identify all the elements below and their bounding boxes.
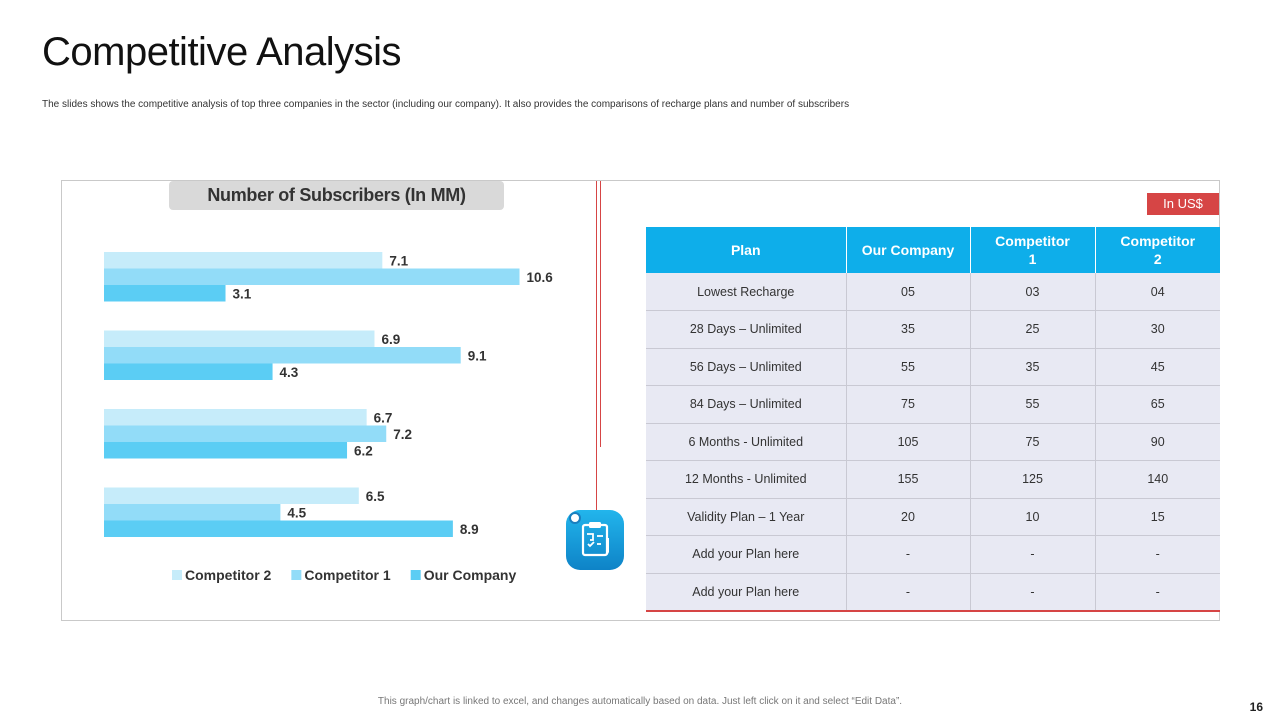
- data-label: 3.1: [233, 286, 252, 301]
- page-subtitle: The slides shows the competitive analysi…: [42, 99, 850, 110]
- legend-label: Our Company: [424, 567, 517, 583]
- price-cell: 55: [970, 385, 1096, 424]
- price-cell: 65: [1095, 385, 1220, 424]
- bar-our-company[interactable]: [104, 363, 273, 381]
- plan-name-cell: Lowest Recharge: [646, 273, 847, 311]
- data-label: 7.1: [389, 253, 408, 268]
- bar-competitor-1[interactable]: [104, 268, 520, 286]
- plan-name-cell: 56 Days – Unlimited: [646, 348, 847, 386]
- data-label: 4.3: [280, 365, 299, 380]
- price-cell: 35: [970, 348, 1096, 386]
- price-cell: 90: [1095, 423, 1220, 461]
- page-title: Competitive Analysis: [42, 30, 402, 74]
- plan-name-cell: 12 Months - Unlimited: [646, 460, 847, 499]
- price-cell: 75: [846, 385, 971, 424]
- plan-name-cell: 6 Months - Unlimited: [646, 423, 847, 461]
- plan-name-cell: 84 Days – Unlimited: [646, 385, 847, 424]
- table-row: 84 Days – Unlimited 75 55 65: [646, 385, 1220, 424]
- price-cell: 05: [846, 273, 971, 311]
- data-label: 6.9: [381, 332, 400, 347]
- table-header-row: Plan Our Company Competitor 1 Competitor 2: [646, 227, 1220, 273]
- table-row: 6 Months - Unlimited 105 75 90: [646, 423, 1220, 461]
- price-cell: -: [1095, 535, 1220, 574]
- bar-competitor-2[interactable]: [104, 252, 383, 269]
- price-cell: 155: [846, 460, 971, 499]
- divider-line: [596, 181, 597, 511]
- price-cell: 04: [1095, 273, 1220, 311]
- bar-competitor-2[interactable]: [104, 487, 359, 505]
- price-cell: 15: [1095, 498, 1220, 536]
- table-row: 56 Days – Unlimited 55 35 45: [646, 348, 1220, 386]
- price-cell: 20: [846, 498, 971, 536]
- price-cell: 45: [1095, 348, 1220, 386]
- table-header-cell: Competitor 1: [970, 227, 1096, 273]
- bar-competitor-2[interactable]: [104, 330, 375, 348]
- icon-connector-dot: [569, 512, 581, 524]
- price-cell: -: [1095, 573, 1220, 612]
- legend-label: Competitor 1: [304, 567, 391, 583]
- recharge-plans-table: Plan Our Company Competitor 1 Competitor 2 …: [646, 227, 1220, 612]
- table-header-cell: Plan: [646, 227, 847, 273]
- price-cell: 140: [1095, 460, 1220, 499]
- legend-swatch: [410, 570, 421, 580]
- data-label: 6.2: [354, 443, 373, 458]
- footer-note: This graph/chart is linked to excel, and…: [377, 696, 903, 707]
- data-label: 7.2: [393, 427, 412, 442]
- table-header-cell: Competitor 2: [1095, 227, 1220, 273]
- plan-name-cell: Validity Plan – 1 Year: [646, 498, 847, 536]
- plan-name-cell: 28 Days – Unlimited: [646, 310, 847, 349]
- table-row: 12 Months - Unlimited 155 125 140: [646, 460, 1220, 499]
- table-header-cell: Our Company: [846, 227, 971, 273]
- bar-our-company[interactable]: [104, 520, 453, 538]
- divider-line-short: [600, 181, 601, 447]
- bar-competitor-1[interactable]: [104, 425, 387, 443]
- data-label: 10.6: [527, 270, 554, 285]
- price-cell: -: [970, 573, 1096, 612]
- legend-label: Competitor 2: [185, 567, 272, 583]
- price-cell: -: [846, 535, 971, 574]
- price-cell: -: [846, 573, 971, 612]
- table-body: Lowest Recharge 05 03 04 28 Days – Unlimited…: [646, 273, 1220, 612]
- plan-name-cell: Add your Plan here: [646, 573, 847, 612]
- bar-our-company[interactable]: [104, 285, 226, 302]
- price-cell: 125: [970, 460, 1096, 499]
- bar-competitor-1[interactable]: [104, 347, 461, 364]
- legend-swatch: [291, 570, 302, 580]
- price-cell: 30: [1095, 310, 1220, 349]
- data-label: 4.5: [287, 505, 306, 520]
- chart-title: Number of Subscribers (In MM): [169, 181, 504, 210]
- subscribers-bar-chart[interactable]: 7.1 10.6 3.1 6.9 9.1 4.3 6.77.2 6.2 6.5 4.5 8.9 Com…: [62, 212, 592, 612]
- legend-swatch: [172, 570, 182, 580]
- price-cell: 35: [846, 310, 971, 349]
- price-cell: 105: [846, 423, 971, 461]
- price-cell: 10: [970, 498, 1096, 536]
- price-cell: 75: [970, 423, 1096, 461]
- table-row: Validity Plan – 1 Year 20 10 15: [646, 498, 1220, 536]
- data-label: 6.7: [374, 410, 393, 425]
- bar-competitor-1[interactable]: [104, 504, 281, 521]
- bar-competitor-2[interactable]: [104, 409, 367, 426]
- data-label: 9.1: [468, 348, 487, 363]
- table-row: Lowest Recharge 05 03 04: [646, 273, 1220, 311]
- price-cell: 25: [970, 310, 1096, 349]
- price-cell: 03: [970, 273, 1096, 311]
- table-row: Add your Plan here - - -: [646, 535, 1220, 574]
- currency-unit-badge: In US$: [1147, 193, 1219, 215]
- price-cell: 55: [846, 348, 971, 386]
- table-row: Add your Plan here - - -: [646, 573, 1220, 612]
- data-label: 6.5: [366, 489, 385, 504]
- page-number: 16: [1249, 700, 1263, 714]
- price-cell: -: [970, 535, 1096, 574]
- bar-our-company[interactable]: [104, 442, 348, 459]
- table-row: 28 Days – Unlimited 35 25 30: [646, 310, 1220, 349]
- data-label: 8.9: [460, 522, 479, 537]
- plan-name-cell: Add your Plan here: [646, 535, 847, 574]
